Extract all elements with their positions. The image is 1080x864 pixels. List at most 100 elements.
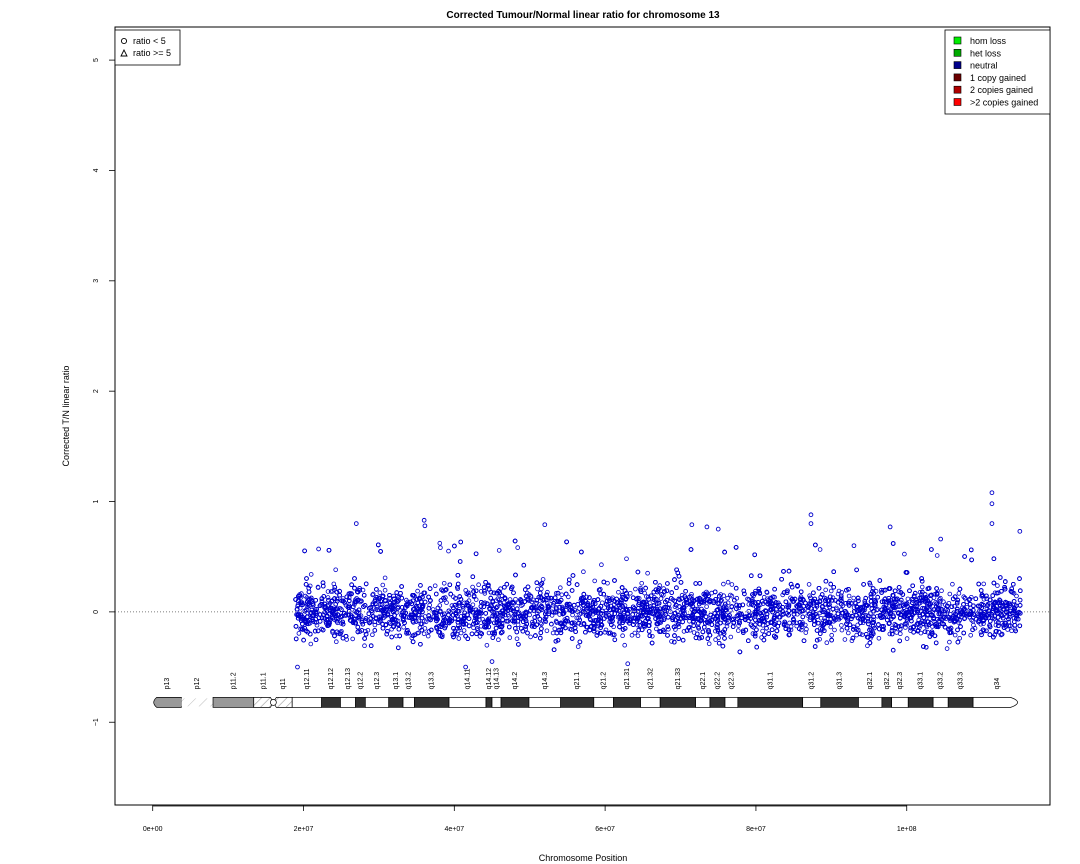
data-point — [650, 599, 656, 605]
data-point — [817, 547, 823, 552]
data-point — [325, 589, 331, 594]
data-point — [633, 586, 638, 592]
data-point — [839, 623, 844, 628]
data-point — [729, 582, 735, 587]
data-point — [476, 582, 481, 587]
data-point — [716, 635, 721, 640]
data-point — [760, 628, 765, 634]
data-point — [478, 588, 484, 594]
data-point — [616, 589, 621, 595]
data-point — [746, 602, 752, 607]
data-point — [441, 580, 447, 586]
data-point — [724, 623, 730, 629]
data-point — [370, 592, 375, 598]
data-point — [446, 548, 451, 554]
data-point — [624, 556, 629, 562]
data-point — [538, 586, 544, 592]
data-point — [382, 587, 388, 593]
data-point — [497, 597, 502, 603]
data-point — [764, 590, 770, 595]
data-point — [725, 579, 731, 585]
data-point — [603, 627, 609, 633]
data-point — [952, 632, 958, 638]
data-point — [721, 593, 726, 598]
data-point — [401, 624, 406, 630]
data-point — [950, 581, 955, 587]
data-point — [746, 608, 752, 614]
data-point — [425, 633, 431, 639]
data-point — [443, 595, 448, 600]
data-point — [645, 570, 650, 576]
data-point — [471, 625, 476, 631]
data-point — [535, 586, 540, 592]
data-point — [377, 590, 383, 595]
data-point — [513, 596, 518, 602]
data-point — [315, 584, 321, 590]
data-point — [575, 609, 580, 614]
data-point — [565, 594, 571, 600]
data-point — [681, 629, 687, 634]
data-point — [998, 632, 1004, 638]
data-point — [635, 633, 641, 638]
data-point — [372, 622, 378, 628]
data-point — [830, 595, 836, 600]
data-point — [725, 595, 730, 601]
data-point — [378, 614, 384, 620]
data-point — [303, 593, 308, 599]
data-point — [666, 626, 671, 632]
data-point — [775, 600, 781, 606]
data-point — [695, 596, 700, 602]
data-point — [629, 632, 635, 638]
data-point — [340, 596, 346, 601]
data-point — [947, 639, 952, 645]
data-point — [919, 584, 925, 590]
data-point — [627, 590, 633, 596]
data-point — [571, 620, 577, 626]
data-point — [539, 621, 544, 627]
data-point — [423, 619, 429, 625]
data-point — [527, 612, 532, 618]
data-point — [394, 633, 399, 639]
data-point — [704, 604, 709, 609]
data-point — [507, 635, 513, 640]
data-point — [659, 617, 664, 623]
data-point — [937, 597, 942, 602]
data-point — [846, 593, 852, 599]
data-point — [800, 620, 805, 625]
data-point — [416, 630, 422, 636]
data-point — [581, 569, 586, 574]
data-point — [904, 636, 910, 641]
data-point — [545, 589, 550, 595]
data-point — [330, 630, 335, 635]
data-point — [944, 646, 950, 651]
data-point — [427, 602, 433, 608]
data-point — [728, 592, 733, 598]
data-point — [574, 615, 580, 621]
data-point — [432, 583, 438, 589]
data-point — [788, 627, 794, 633]
data-point — [296, 631, 302, 636]
data-point — [687, 618, 692, 624]
data-point — [887, 631, 893, 637]
data-point — [333, 639, 339, 644]
scatter-points — [293, 490, 1023, 670]
data-point — [333, 567, 339, 573]
data-point — [620, 633, 625, 638]
data-point — [849, 638, 855, 643]
data-point — [543, 619, 549, 624]
data-point — [824, 640, 830, 645]
data-point — [829, 632, 834, 638]
data-point — [828, 588, 834, 594]
data-point — [505, 612, 511, 617]
data-point — [325, 595, 331, 600]
data-point — [456, 636, 462, 641]
data-point — [370, 591, 376, 597]
data-point — [914, 622, 919, 627]
data-point — [938, 595, 943, 601]
data-point — [365, 627, 371, 633]
data-point — [925, 629, 930, 635]
data-point — [822, 616, 827, 621]
data-point — [550, 602, 556, 608]
data-point — [679, 592, 685, 598]
data-point — [544, 628, 550, 634]
